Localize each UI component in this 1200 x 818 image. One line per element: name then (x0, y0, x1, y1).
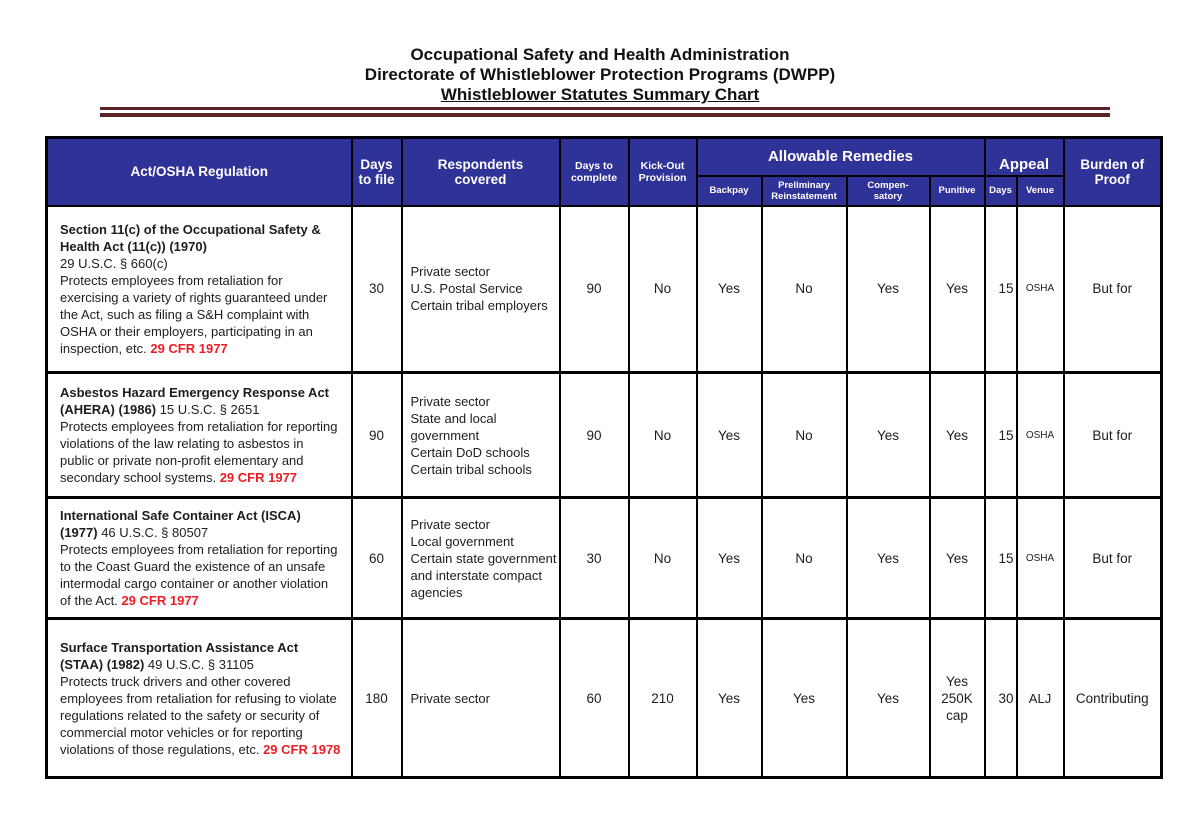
backpay-cell: Yes (695, 617, 763, 779)
table-row-staa: Surface Transportation Assistance Act (S… (45, 617, 1163, 779)
act-title-line: Asbestos Hazard Emergency Response Act (… (60, 385, 330, 417)
burden-of-proof-cell: But for (1062, 204, 1163, 374)
compensatory-cell: Yes (845, 617, 931, 779)
table-row-osha-11c: Section 11(c) of the Occupational Safety… (45, 204, 1163, 374)
header-kick-out-provision: Kick-Out Provision (627, 136, 698, 207)
burden-of-proof-cell: Contributing (1062, 617, 1163, 779)
header-allowable-remedies: Allowable Remedies (695, 136, 986, 177)
backpay-cell: Yes (695, 371, 763, 499)
kick-out-cell: No (627, 496, 698, 620)
appeal-days-cell: 15 (983, 496, 1018, 620)
compensatory-cell: Yes (845, 371, 931, 499)
cfr-reference: 29 CFR 1977 (121, 593, 199, 608)
days-to-complete-cell: 30 (558, 496, 630, 620)
appeal-venue-cell: ALJ (1015, 617, 1065, 779)
appeal-days-cell: 15 (983, 371, 1018, 499)
table-row-isca: International Safe Container Act (ISCA) … (45, 496, 1163, 620)
header-appeal-days: Days (983, 174, 1018, 207)
preliminary-reinstatement-cell: No (760, 371, 848, 499)
punitive-cell: Yes (928, 204, 986, 374)
kick-out-cell: 210 (627, 617, 698, 779)
burden-of-proof-cell: But for (1062, 371, 1163, 499)
act-cell: Surface Transportation Assistance Act (S… (45, 617, 353, 779)
title-line-2: Directorate of Whistleblower Protection … (364, 65, 836, 84)
double-rule-divider (100, 107, 1110, 117)
header-respondents-covered: Respondents covered (400, 136, 561, 207)
header-compensatory: Compen- satory (845, 174, 931, 207)
burden-of-proof-cell: But for (1062, 496, 1163, 620)
act-citation-line: 29 U.S.C. § 660(c) (60, 255, 168, 271)
days-to-complete-cell: 90 (558, 371, 630, 499)
compensatory-cell: Yes (845, 204, 931, 374)
act-cell: Asbestos Hazard Emergency Response Act (… (45, 371, 353, 499)
days-to-complete-cell: 60 (558, 617, 630, 779)
backpay-cell: Yes (695, 496, 763, 620)
act-title-line: International Safe Container Act (ISCA) … (60, 508, 301, 540)
whistleblower-statutes-table: Act/OSHA Regulation Days to file Respond… (45, 136, 1164, 779)
header-appeal-venue: Venue (1015, 174, 1065, 207)
backpay-cell: Yes (695, 204, 763, 374)
appeal-days-cell: 30 (983, 617, 1018, 779)
preliminary-reinstatement-cell: Yes (760, 617, 848, 779)
header-punitive: Punitive (928, 174, 986, 207)
days-to-file-cell: 90 (350, 371, 403, 499)
respondents-cell: Private sector U.S. Postal Service Certa… (400, 204, 561, 374)
act-title-line: Surface Transportation Assistance Act (S… (60, 639, 299, 672)
header-backpay: Backpay (695, 174, 763, 207)
act-cell: International Safe Container Act (ISCA) … (45, 496, 353, 620)
appeal-days-cell: 15 (983, 204, 1018, 374)
appeal-venue-cell: OSHA (1015, 496, 1065, 620)
document-header: Occupational Safety and Health Administr… (0, 0, 1200, 105)
header-days-to-complete: Days to complete (558, 136, 630, 207)
days-to-file-cell: 60 (350, 496, 403, 620)
respondents-cell: Private sector (400, 617, 561, 779)
header-row-groups: Act/OSHA Regulation Days to file Respond… (45, 136, 1163, 207)
days-to-file-cell: 180 (350, 617, 403, 779)
appeal-venue-cell: OSHA (1015, 204, 1065, 374)
cfr-reference: 29 CFR 1978 (263, 741, 341, 757)
punitive-cell: Yes 250K cap (928, 617, 986, 779)
respondents-cell: Private sector State and local governmen… (400, 371, 561, 499)
title-line-3: Whistleblower Statutes Summary Chart (440, 85, 760, 104)
title-line-1: Occupational Safety and Health Administr… (410, 45, 790, 64)
compensatory-cell: Yes (845, 496, 931, 620)
act-cell: Section 11(c) of the Occupational Safety… (45, 204, 353, 374)
cfr-reference: 29 CFR 1977 (150, 340, 228, 356)
days-to-complete-cell: 90 (558, 204, 630, 374)
header-burden-of-proof: Burden of Proof (1062, 136, 1163, 207)
act-description: Protects employees from retaliation for … (60, 419, 338, 485)
cfr-reference: 29 CFR 1977 (219, 470, 298, 485)
kick-out-cell: No (627, 204, 698, 374)
header-row-subcolumns: Backpay Preliminary Reinstatement Compen… (47, 174, 1162, 207)
appeal-venue-cell: OSHA (1015, 371, 1065, 499)
header-days-to-file: Days to file (350, 136, 403, 207)
days-to-file-cell: 30 (350, 204, 403, 374)
header-appeal: Appeal (983, 136, 1065, 177)
punitive-cell: Yes (928, 371, 986, 499)
preliminary-reinstatement-cell: No (760, 204, 848, 374)
divider-bar-top (100, 107, 1110, 110)
act-description: Protects truck drivers and other covered… (60, 673, 341, 757)
preliminary-reinstatement-cell: No (760, 496, 848, 620)
header-act-osha-regulation: Act/OSHA Regulation (45, 136, 353, 207)
respondents-cell: Private sector Local government Certain … (400, 496, 561, 620)
act-title-line: Section 11(c) of the Occupational Safety… (60, 221, 321, 254)
divider-bar-bottom (100, 113, 1110, 117)
act-description: Protects employees from retaliation for … (60, 542, 338, 608)
header-preliminary-reinstatement: Preliminary Reinstatement (760, 174, 848, 207)
kick-out-cell: No (627, 371, 698, 499)
table-row-ahera: Asbestos Hazard Emergency Response Act (… (45, 371, 1163, 499)
act-description: Protects employees from retaliation for … (60, 272, 328, 356)
punitive-cell: Yes (928, 496, 986, 620)
